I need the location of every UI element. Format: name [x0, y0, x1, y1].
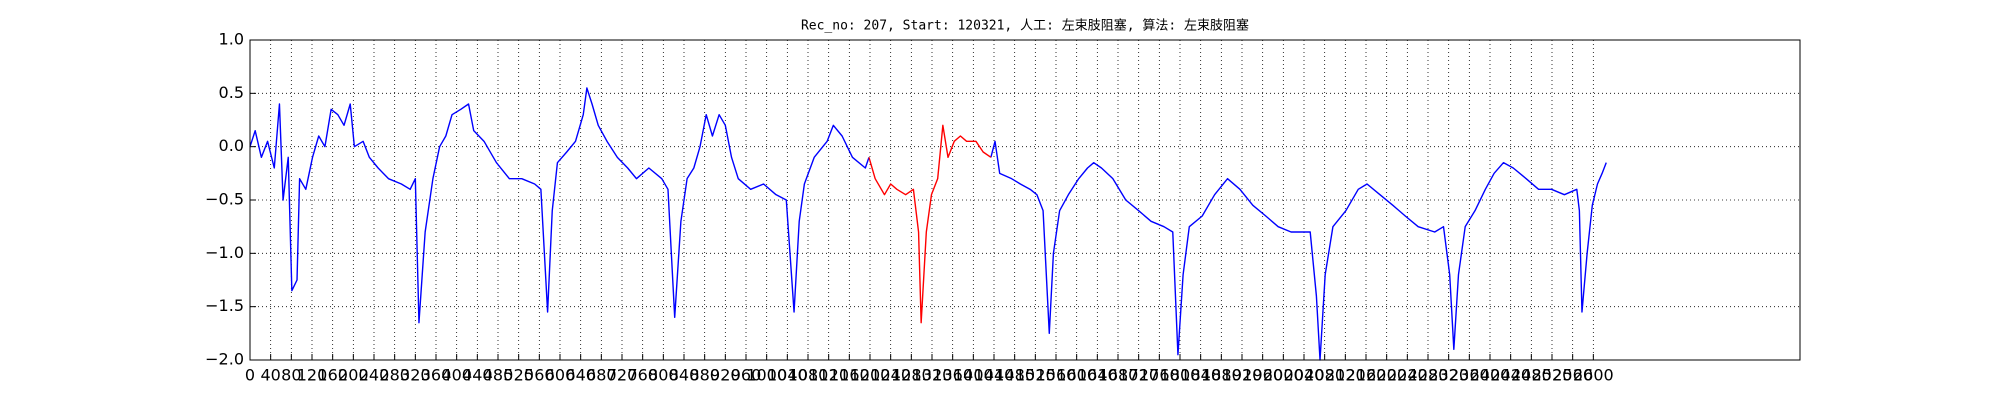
x-tick-label: 2080	[1304, 366, 1345, 385]
x-tick-label: 120	[297, 366, 328, 385]
x-tick-label: 0	[245, 366, 255, 385]
x-tick-label: 1800	[1160, 366, 1201, 385]
x-tick-label: 480	[483, 366, 514, 385]
x-tick-label: 200	[338, 366, 369, 385]
x-tick-label: 800	[648, 366, 679, 385]
x-tick-label: 1680	[1098, 366, 1139, 385]
x-tick-label: 1160	[829, 366, 870, 385]
x-tick-label: 680	[586, 366, 617, 385]
series-line	[249, 87, 1607, 361]
x-tick-label: 2600	[1573, 366, 1614, 385]
x-tick-label: 1360	[932, 366, 973, 385]
x-tick-label: 2520	[1532, 366, 1573, 385]
x-tick-label: 2560	[1552, 366, 1593, 385]
x-tick-label: 2120	[1325, 366, 1366, 385]
x-tick-label: 280	[379, 366, 410, 385]
y-tick-label: 0.0	[219, 136, 244, 155]
x-tick-label: 80	[281, 366, 301, 385]
x-tick-label: 1320	[912, 366, 953, 385]
x-tick-label: 1520	[1015, 366, 1056, 385]
series-line	[868, 124, 992, 324]
x-tick-label: 520	[503, 366, 534, 385]
x-tick-label: 840	[669, 366, 700, 385]
x-tick-label: 1200	[850, 366, 891, 385]
x-tick-label: 240	[359, 366, 390, 385]
x-tick-label: 1840	[1180, 366, 1221, 385]
y-tick-label: 0.5	[219, 83, 244, 102]
x-tick-label: 1240	[870, 366, 911, 385]
x-tick-label: 1080	[788, 366, 829, 385]
x-tick-label: 2000	[1263, 366, 1304, 385]
x-tick-label: 1720	[1118, 366, 1159, 385]
x-tick-label: 2160	[1346, 366, 1387, 385]
x-tick-label: 760	[627, 366, 658, 385]
x-tick-label: 1480	[994, 366, 1035, 385]
x-tick-label: 2200	[1366, 366, 1407, 385]
x-tick-label: 720	[607, 366, 638, 385]
x-tick-label: 360	[421, 366, 452, 385]
x-tick-label: 1600	[1056, 366, 1097, 385]
y-tick-label: −0.5	[205, 190, 244, 209]
x-tick-label: 2440	[1490, 366, 1531, 385]
x-tick-label: 2320	[1428, 366, 1469, 385]
x-tick-label: 1400	[953, 366, 994, 385]
y-tick-label: −1.0	[205, 243, 244, 262]
x-tick-label: 320	[400, 366, 431, 385]
y-tick-label: −1.5	[205, 296, 244, 315]
x-tick-label: 160	[317, 366, 348, 385]
x-tick-label: 2240	[1387, 366, 1428, 385]
x-tick-label: 2480	[1511, 366, 1552, 385]
x-tick-label: 1880	[1201, 366, 1242, 385]
plot-frame	[249, 39, 1801, 361]
x-tick-label: 1280	[891, 366, 932, 385]
x-tick-label: 1040	[767, 366, 808, 385]
x-tick-label: 1920	[1222, 366, 1263, 385]
x-tick-label: 600	[545, 366, 576, 385]
x-tick-label: 1960	[1242, 366, 1283, 385]
x-tick-label: 1760	[1139, 366, 1180, 385]
x-tick-label: 2400	[1470, 366, 1511, 385]
x-tick-label: 2280	[1408, 366, 1449, 385]
x-tick-label: 560	[524, 366, 555, 385]
chart-title: Rec_no: 207, Start: 120321, 人工: 左束肢阻塞, 算…	[801, 18, 1249, 34]
x-tick-label: 1640	[1077, 366, 1118, 385]
x-tick-label: 1000	[746, 366, 787, 385]
x-tick-label: 2360	[1449, 366, 1490, 385]
x-tick-label: 400	[441, 366, 472, 385]
x-tick-label: 1560	[1036, 366, 1077, 385]
x-tick-label: 440	[462, 366, 493, 385]
x-tick-label: 1120	[808, 366, 849, 385]
x-tick-label: 40	[260, 366, 280, 385]
x-tick-label: 1440	[974, 366, 1015, 385]
x-tick-label: 640	[565, 366, 596, 385]
x-tick-label: 2040	[1284, 366, 1325, 385]
x-tick-label: 880	[689, 366, 720, 385]
y-tick-label: 1.0	[219, 30, 244, 49]
x-tick-label: 960	[731, 366, 762, 385]
y-tick-label: −2.0	[205, 350, 244, 369]
x-tick-label: 920	[710, 366, 741, 385]
